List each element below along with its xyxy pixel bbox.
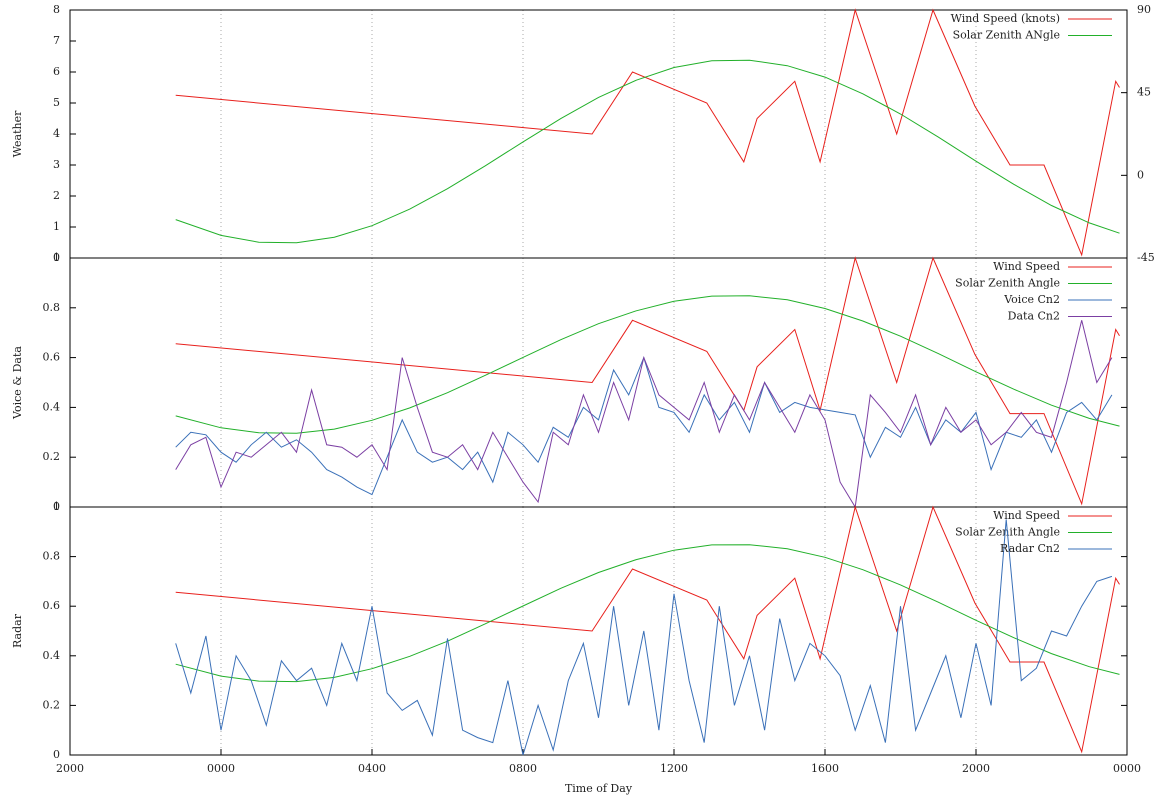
x-tick-label: 0800 [509, 762, 537, 775]
series-line [175, 256, 1120, 506]
legend-label: Wind Speed (knots) [951, 12, 1060, 25]
y-tick-label: 0 [53, 251, 60, 264]
legend-label: Solar Zenith ANgle [953, 29, 1060, 42]
x-tick-label: 0000 [1113, 762, 1141, 775]
y-tick-label: 8 [53, 3, 60, 16]
x-tick-label: 2000 [56, 762, 84, 775]
y-tick-label: 1 [53, 251, 60, 264]
y-tick-label: 1 [53, 220, 60, 233]
plot-border [69, 506, 1128, 756]
x-tick-label: 2000 [962, 762, 990, 775]
legend-label: Wind Speed [993, 509, 1060, 522]
y-tick-label: 6 [53, 65, 60, 78]
x-tick-label: 0400 [358, 762, 386, 775]
y-tick-label: 0.6 [43, 599, 61, 612]
series-line [175, 295, 1120, 434]
y2-tick-label: 90 [1137, 3, 1151, 16]
y-tick-label: 4 [53, 127, 60, 140]
legend-label: Radar Cn2 [1000, 542, 1060, 555]
y-tick-label: 0.2 [43, 698, 61, 711]
x-tick-label: 1200 [660, 762, 688, 775]
y-tick-label: 0 [53, 500, 60, 513]
series-line [175, 59, 1120, 244]
y-tick-label: 5 [53, 96, 60, 109]
legend-label: Data Cn2 [1008, 310, 1060, 323]
y-axis-label: Weather [11, 110, 24, 157]
y-tick-label: 0.2 [43, 450, 61, 463]
series-line [175, 544, 1120, 683]
x-tick-label: 0000 [207, 762, 235, 775]
y-tick-label: 2 [53, 189, 60, 202]
y-tick-label: 0.4 [43, 649, 61, 662]
series-line [175, 356, 1113, 496]
x-axis-label: Time of Day [565, 782, 633, 795]
y-tick-label: 0.4 [43, 400, 61, 413]
x-tick-label: 1600 [811, 762, 839, 775]
series-line [175, 8, 1120, 257]
series-line [175, 320, 1113, 509]
y-tick-label: 0 [53, 748, 60, 761]
y-tick-label: 1 [53, 500, 60, 513]
y-axis-label: Voice & Data [11, 346, 24, 420]
y2-tick-label: -45 [1137, 251, 1155, 264]
y-axis-label: Radar [11, 613, 24, 648]
series-line [175, 505, 1120, 754]
legend-label: Solar Zenith Angle [955, 277, 1060, 290]
y-tick-label: 0.8 [43, 550, 61, 563]
y-tick-label: 3 [53, 158, 60, 171]
y-tick-label: 0.6 [43, 351, 61, 364]
y-tick-label: 7 [53, 34, 60, 47]
y2-tick-label: 45 [1137, 86, 1151, 99]
y2-tick-label: 0 [1137, 168, 1144, 181]
legend-label: Wind Speed [993, 260, 1060, 273]
y-tick-label: 0.8 [43, 301, 61, 314]
plot-border [69, 9, 1128, 259]
legend-label: Voice Cn2 [1003, 293, 1060, 306]
series-line [175, 519, 1113, 756]
